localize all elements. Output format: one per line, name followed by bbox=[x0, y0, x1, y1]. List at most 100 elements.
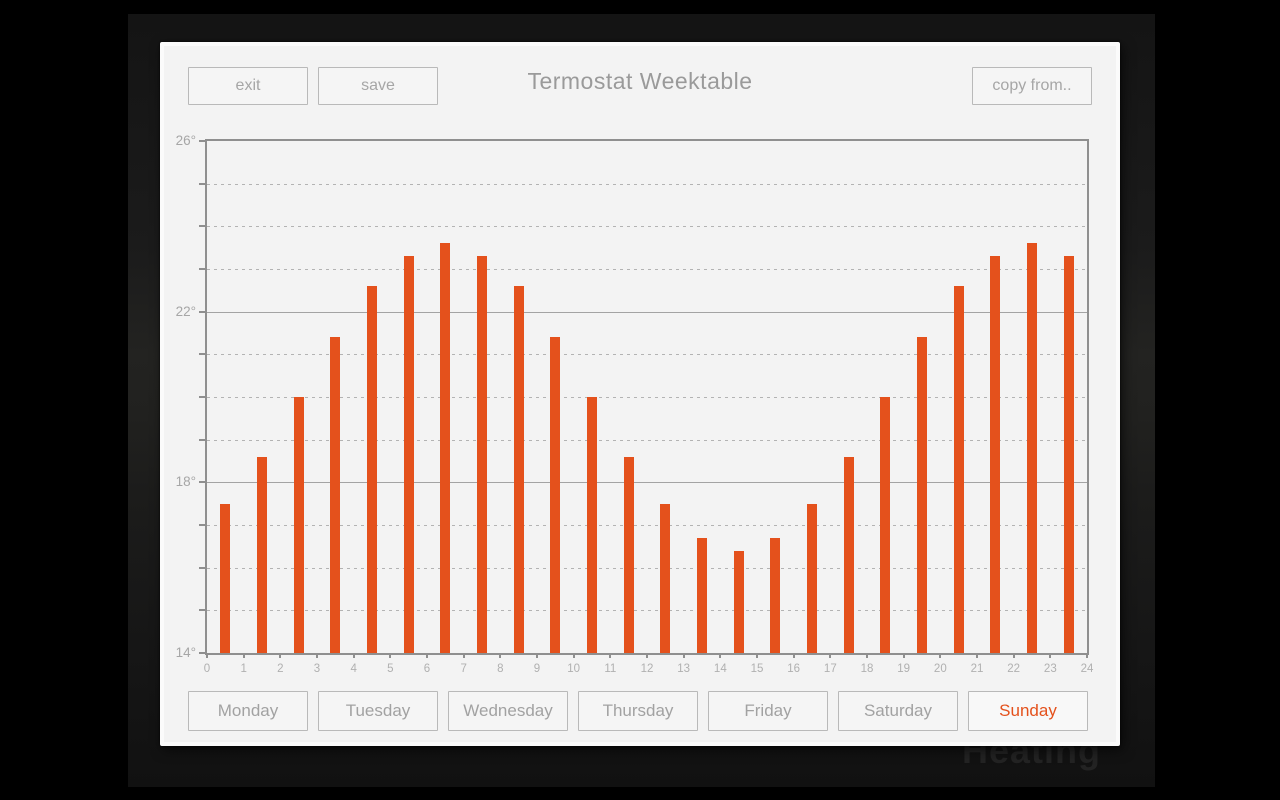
y-tick-label: 14° bbox=[175, 644, 196, 660]
y-tick-label: 26° bbox=[175, 132, 196, 148]
y-axis-tick bbox=[199, 268, 205, 270]
temperature-bar-hour-7[interactable] bbox=[477, 256, 487, 653]
temperature-bar-hour-15[interactable] bbox=[770, 537, 781, 653]
y-gridline-dashed bbox=[207, 354, 1087, 356]
temperature-bar-hour-8[interactable] bbox=[513, 286, 524, 653]
day-button-wednesday[interactable]: Wednesday bbox=[448, 691, 568, 731]
x-axis-tick bbox=[1086, 653, 1088, 658]
temperature-bar-hour-10[interactable] bbox=[587, 397, 597, 653]
day-button-sunday[interactable]: Sunday bbox=[968, 691, 1088, 731]
day-button-monday[interactable]: Monday bbox=[188, 691, 308, 731]
day-button-friday[interactable]: Friday bbox=[708, 691, 828, 731]
x-axis-tick bbox=[792, 653, 795, 658]
temperature-bar-hour-4[interactable] bbox=[367, 286, 377, 653]
y-axis-tick bbox=[199, 353, 205, 356]
x-axis-tick bbox=[536, 653, 538, 658]
x-tick-label: 16 bbox=[787, 663, 801, 675]
day-button-thursday[interactable]: Thursday bbox=[578, 691, 698, 731]
x-tick-label: 8 bbox=[497, 663, 504, 675]
temperature-bar-hour-0[interactable] bbox=[220, 503, 231, 653]
x-tick-label: 4 bbox=[350, 663, 357, 675]
x-axis-tick bbox=[976, 653, 978, 658]
y-axis-tick bbox=[199, 310, 205, 313]
x-tick-label: 17 bbox=[823, 663, 837, 675]
temperature-bar-hour-16[interactable] bbox=[807, 503, 817, 653]
temperature-bar-hour-23[interactable] bbox=[1063, 256, 1074, 653]
x-axis-tick bbox=[206, 653, 208, 658]
x-axis-tick bbox=[426, 653, 428, 658]
thermostat-weektable-window: exit save Termostat Weektable copy from.… bbox=[160, 42, 1120, 746]
temperature-bar-hour-19[interactable] bbox=[917, 337, 927, 653]
x-axis-tick bbox=[389, 653, 392, 658]
y-axis-tick bbox=[199, 566, 205, 569]
x-axis-tick bbox=[462, 653, 465, 658]
temperature-bar-hour-21[interactable] bbox=[990, 256, 1001, 653]
copy-from-button[interactable]: copy from.. bbox=[972, 67, 1092, 105]
day-button-saturday[interactable]: Saturday bbox=[838, 691, 958, 731]
x-tick-label: 24 bbox=[1080, 663, 1094, 675]
y-gridline-dashed bbox=[207, 397, 1087, 398]
x-axis-tick bbox=[1012, 653, 1015, 658]
x-tick-label: 21 bbox=[970, 663, 984, 675]
x-axis-tick bbox=[572, 653, 575, 658]
y-gridline-dashed bbox=[207, 439, 1087, 441]
x-tick-label: 12 bbox=[640, 663, 654, 675]
x-axis-tick bbox=[352, 653, 355, 658]
x-tick-label: 15 bbox=[750, 663, 764, 675]
x-tick-label: 7 bbox=[460, 663, 467, 675]
y-gridline-dashed bbox=[207, 525, 1087, 526]
x-tick-label: 11 bbox=[604, 663, 617, 675]
page-title: Termostat Weektable bbox=[527, 68, 753, 94]
temperature-bar-hour-2[interactable] bbox=[293, 397, 304, 653]
y-axis-tick bbox=[199, 140, 205, 142]
x-axis-tick bbox=[646, 653, 648, 658]
x-tick-label: 13 bbox=[677, 663, 691, 675]
y-axis-tick bbox=[199, 396, 205, 398]
temperature-bar-hour-22[interactable] bbox=[1027, 243, 1037, 653]
temperature-bar-hour-5[interactable] bbox=[403, 256, 414, 653]
y-axis-tick bbox=[199, 609, 205, 612]
temperature-bar-hour-6[interactable] bbox=[440, 243, 451, 653]
day-tabs: Monday Tuesday Wednesday Thursday Friday… bbox=[188, 691, 1088, 731]
week-temperature-chart: 26° 22° 18° 14° 0 1 2 3 4 5 6 7 8 9 10 11 12 13 14 15 16 17 18… bbox=[176, 133, 1094, 675]
temperature-bar-hour-17[interactable] bbox=[843, 456, 854, 653]
y-tick-label: 22° bbox=[175, 303, 196, 319]
x-axis-tick bbox=[866, 653, 868, 658]
x-tick-label: 10 bbox=[567, 663, 581, 675]
x-axis-tick bbox=[279, 653, 282, 658]
x-tick-label: 23 bbox=[1043, 663, 1057, 675]
temperature-bar-hour-1[interactable] bbox=[257, 456, 267, 653]
y-gridline-dashed bbox=[207, 610, 1087, 612]
x-tick-label: 9 bbox=[533, 663, 541, 675]
x-axis-tick bbox=[719, 653, 722, 658]
temperature-bar-hour-14[interactable] bbox=[733, 550, 744, 653]
y-axis-tick bbox=[199, 438, 205, 441]
x-axis-tick bbox=[756, 653, 758, 658]
exit-button[interactable]: exit bbox=[188, 67, 308, 105]
temperature-bar-hour-20[interactable] bbox=[953, 286, 964, 653]
temperature-bar-hour-9[interactable] bbox=[550, 337, 561, 653]
x-tick-label: 2 bbox=[277, 663, 284, 675]
x-tick-label: 14 bbox=[713, 663, 727, 675]
day-button-tuesday[interactable]: Tuesday bbox=[318, 691, 438, 731]
x-tick-label: 20 bbox=[933, 663, 947, 675]
temperature-bar-hour-12[interactable] bbox=[660, 503, 671, 653]
y-tick-label: 18° bbox=[175, 474, 196, 490]
temperature-bar-hour-11[interactable] bbox=[623, 456, 634, 653]
y-axis-tick bbox=[199, 652, 205, 654]
y-gridline-dashed bbox=[207, 183, 1087, 185]
temperature-bar-hour-18[interactable] bbox=[880, 397, 891, 653]
x-tick-label: 0 bbox=[203, 663, 211, 675]
x-tick-label: 6 bbox=[423, 663, 431, 675]
x-axis-tick bbox=[499, 653, 502, 658]
y-gridline-dashed bbox=[207, 226, 1087, 228]
temperature-bar-hour-13[interactable] bbox=[697, 537, 707, 653]
y-gridline-dashed bbox=[207, 269, 1087, 270]
y-gridline-dashed bbox=[207, 567, 1087, 569]
y-axis-tick bbox=[199, 182, 205, 185]
x-axis-tick bbox=[609, 653, 612, 658]
y-axis-tick bbox=[199, 225, 205, 228]
save-button[interactable]: save bbox=[318, 67, 438, 105]
temperature-bar-hour-3[interactable] bbox=[330, 337, 341, 653]
x-axis-tick bbox=[902, 653, 905, 658]
